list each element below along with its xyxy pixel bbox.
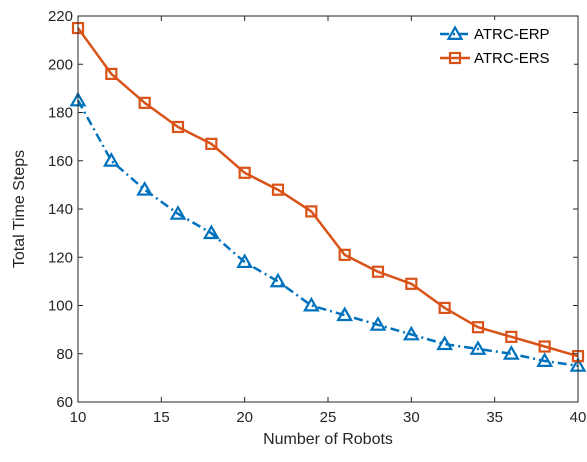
y-axis-label: Total Time Steps xyxy=(11,150,28,268)
data-point xyxy=(236,253,254,269)
data-point xyxy=(136,180,154,196)
data-point xyxy=(205,137,218,150)
data-point xyxy=(471,321,485,334)
y-tick-label: 140 xyxy=(48,201,73,218)
legend: ATRC-ERP ATRC-ERS xyxy=(436,20,574,74)
y-tick-label: 120 xyxy=(48,249,73,266)
data-point xyxy=(405,277,418,290)
x-tick-label: 25 xyxy=(320,409,337,426)
data-point xyxy=(102,152,120,167)
series-line xyxy=(76,99,579,368)
legend-marker xyxy=(446,25,464,40)
legend-background xyxy=(436,20,574,74)
legend-label: ATRC-ERP xyxy=(474,26,550,43)
data-point xyxy=(469,340,487,355)
data-point xyxy=(505,330,518,343)
data-point xyxy=(138,96,151,109)
data-point xyxy=(371,265,385,278)
data-point xyxy=(271,183,285,196)
x-tick-label: 35 xyxy=(486,409,503,426)
data-point xyxy=(402,325,420,341)
series-line xyxy=(76,27,579,358)
y-tick-label: 220 xyxy=(48,8,73,25)
legend-label: ATRC-ERS xyxy=(474,50,550,67)
data-point xyxy=(438,301,451,315)
y-tick-label: 160 xyxy=(48,153,73,170)
x-axis-label: Number of Robots xyxy=(263,431,393,448)
x-tick-label: 40 xyxy=(570,409,587,426)
axes-layer: 10 15 20 25 30 35 40 60 80 100 120 140 160 180 200 220 xyxy=(48,8,586,426)
x-tick-label: 20 xyxy=(236,409,253,426)
plot-background xyxy=(78,16,578,402)
data-point xyxy=(336,306,354,322)
data-point xyxy=(536,352,554,367)
data-point xyxy=(538,340,551,353)
data-point xyxy=(338,248,351,261)
series-layer xyxy=(69,21,587,372)
data-point xyxy=(269,272,287,288)
legend-item-atrc-erp: ATRC-ERP xyxy=(440,25,550,43)
data-point xyxy=(169,205,187,220)
y-tick-label: 180 xyxy=(48,105,73,122)
data-point xyxy=(305,205,318,218)
data-point xyxy=(302,296,320,312)
legend-item-atrc-ers: ATRC-ERS xyxy=(440,50,550,67)
y-tick-label: 200 xyxy=(48,56,73,73)
x-tick-label: 30 xyxy=(403,409,420,426)
data-point xyxy=(105,67,118,81)
y-tick-label: 80 xyxy=(56,346,73,363)
y-tick-label: 100 xyxy=(48,298,73,315)
x-tick-label: 15 xyxy=(153,409,170,426)
y-tick-label: 60 xyxy=(56,394,73,411)
data-point xyxy=(436,335,454,351)
data-point xyxy=(202,224,220,240)
series-atrc-erp xyxy=(69,91,587,372)
data-point xyxy=(369,316,387,331)
series-atrc-ers xyxy=(71,21,585,363)
legend-marker xyxy=(448,51,462,65)
x-tick-label: 10 xyxy=(70,409,87,426)
data-point xyxy=(502,345,520,360)
plot-area xyxy=(78,16,578,402)
data-point xyxy=(238,166,251,179)
data-point xyxy=(171,120,185,134)
